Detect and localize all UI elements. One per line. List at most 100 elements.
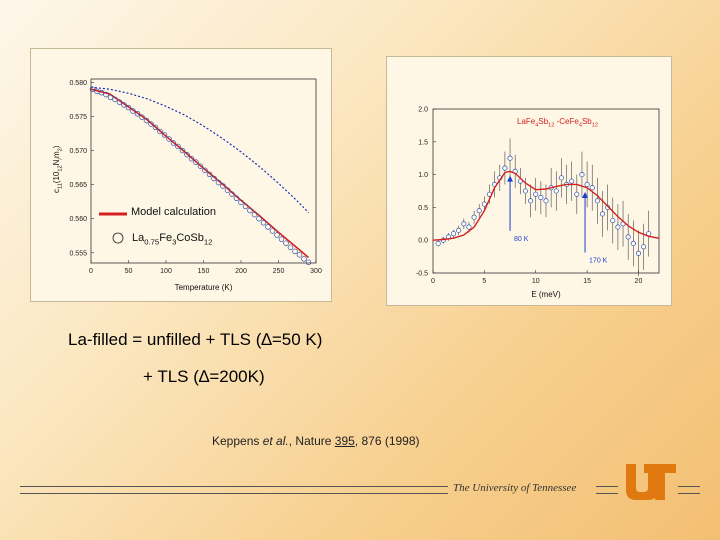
data-point [139,114,145,120]
data-point [134,111,141,117]
data-point [157,128,163,135]
caption-line1-post: =50 K) [271,330,323,349]
y-tick-label: 1.0 [418,172,428,179]
data-point [301,256,307,262]
data-point [265,224,271,230]
x-tick-label: 250 [273,268,285,275]
citation-authors: Keppens [212,434,263,448]
data-point [641,244,647,250]
data-point [170,140,177,146]
data-point [283,240,289,246]
data-point [211,175,217,182]
data-point [528,198,534,204]
annotation-arrowhead [582,192,589,198]
annotation-label: 80 K [514,236,529,243]
legend-sample-label: La0.75Fe3CoSb12 [132,232,212,246]
data-point [296,252,303,258]
data-point [206,171,213,178]
data-point [522,188,529,194]
x-tick-label: 0 [431,278,435,285]
data-point [202,167,208,174]
data-point [98,89,105,96]
data-point [610,217,616,224]
x-axis-label: Temperature (K) [175,283,233,292]
y-tick-label: -0.5 [416,271,428,278]
y-axis-label-group: c11(1012N/m2) [52,145,63,193]
delta-symbol: ∆ [198,367,210,386]
data-point [220,183,226,189]
data-point [569,178,575,184]
elastic-constant-chart: 0 50 100 150 200 250 300 0.555 0.560 0.565 0.570 0.… [52,78,322,292]
data-point [579,172,585,178]
data-point [435,240,441,247]
y-axis-label: c11(1012N/m2) [52,145,63,193]
data-point [179,147,186,154]
x-tick-label: 200 [235,268,247,275]
footer-rule-right [678,486,700,494]
elastic-constant-chart-panel: 0 50 100 150 200 250 300 0.555 0.560 0.565 0.570 0.… [30,48,332,302]
x-tick-label: 100 [160,268,172,275]
data-point [292,248,298,255]
fit-line [432,170,660,241]
data-point [107,94,114,101]
caption-line2-post: =200K) [209,367,265,386]
data-point [125,104,132,111]
data-point [630,240,636,247]
neutron-spectrum-chart: 0 5 10 15 20 -0.5 0.0 0.5 1.0 1.5 2.0 E (meV) LaFe4S… [416,107,660,299]
annotation-label: 170 K [589,258,608,265]
data-point [166,136,172,142]
caption-line1-pre: La-filled = unfilled + TLS ( [68,330,262,349]
caption-line-1: La-filled = unfilled + TLS (∆=50 K) [68,330,322,350]
data-point [103,91,109,98]
y-tick-label: 0.575 [69,114,87,121]
footer-rule-left [20,486,448,494]
caption-line-2: + TLS (∆=200K) [143,367,265,387]
neutron-spectrum-chart-panel: 0 5 10 15 20 -0.5 0.0 0.5 1.0 1.5 2.0 E (meV) LaFe4S… [386,56,672,306]
x-tick-label: 15 [583,278,591,285]
data-point [615,224,621,230]
y-tick-label: 0.565 [69,182,87,189]
data-point [121,102,127,108]
data-point [502,165,508,171]
y-tick-label: 0.560 [69,216,87,223]
ut-logo: UT [626,464,676,500]
data-point [256,215,262,222]
data-point [287,244,294,251]
legend-model-label: Model calculation [131,206,216,218]
data-point [538,195,544,201]
data-point [130,108,136,114]
data-point [625,234,631,240]
data-point [471,214,477,220]
x-tick-label: 10 [532,278,540,285]
y-tick-label: 0.580 [69,80,87,87]
data-point [574,191,580,197]
data-point [197,163,204,169]
data-point [188,155,195,162]
dotted-model-line [90,86,309,214]
data-point [305,259,312,266]
caption-line2-pre: + TLS ( [143,367,199,386]
y-tick-label: 0.570 [69,148,87,155]
x-tick-label: 20 [635,278,643,285]
data-point [466,224,472,230]
data-point [558,175,564,181]
data-point [450,231,457,237]
data-point [589,185,595,191]
annotation-arrowhead [507,175,514,182]
x-tick-label: 5 [482,278,486,285]
data-point [635,250,642,256]
citation-volume: 395 [334,434,355,448]
data-point [112,96,118,103]
data-point [599,211,606,217]
data-point [148,121,154,127]
y-tick-label: 1.5 [418,139,428,146]
data-point [274,232,280,238]
data-point [238,199,244,206]
data-point [89,86,96,92]
data-point [143,117,150,124]
data-point [233,195,240,202]
citation: Keppens et al., Nature 395, 876 (1998) [212,434,420,448]
data-point [278,236,285,242]
data-point [224,187,231,193]
x-tick-label: 150 [198,268,210,275]
